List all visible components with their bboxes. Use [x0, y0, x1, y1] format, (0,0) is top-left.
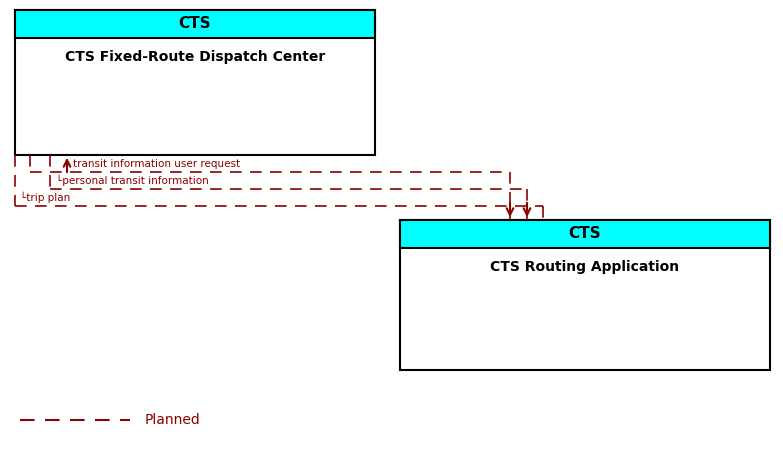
Bar [15, 10, 375, 155]
Text: CTS Fixed-Route Dispatch Center: CTS Fixed-Route Dispatch Center [65, 50, 325, 64]
Text: transit information user request: transit information user request [73, 159, 240, 169]
Text: CTS Routing Application: CTS Routing Application [490, 260, 680, 274]
Bar [400, 220, 770, 370]
Text: CTS: CTS [568, 226, 601, 242]
Text: Planned: Planned [145, 413, 200, 427]
Text: CTS: CTS [179, 17, 211, 31]
Text: └trip plan: └trip plan [20, 192, 70, 203]
Bar [15, 10, 375, 38]
Text: └personal transit information: └personal transit information [56, 175, 209, 186]
Bar [400, 220, 770, 248]
